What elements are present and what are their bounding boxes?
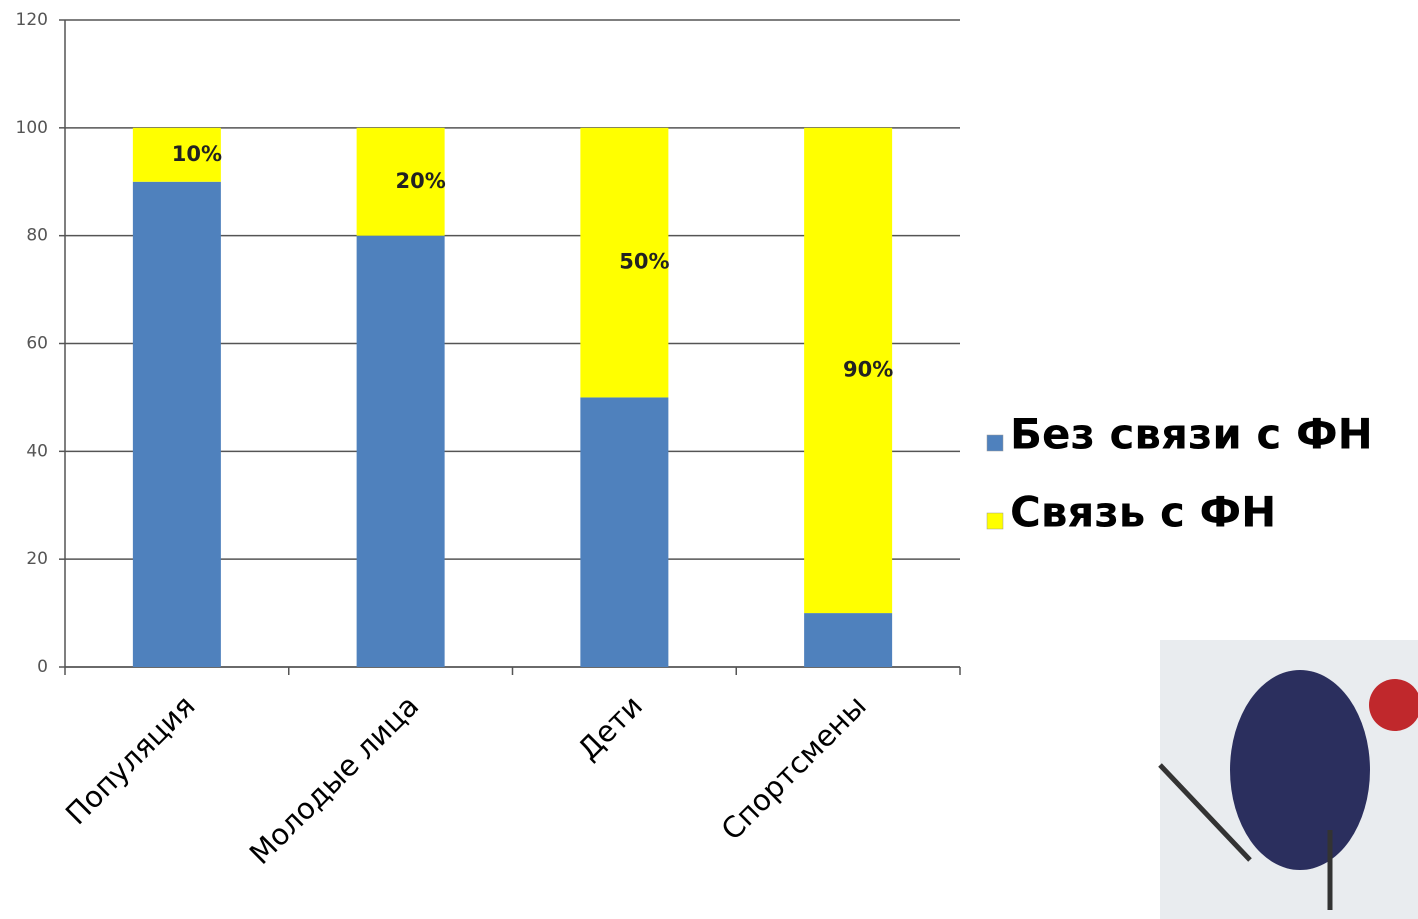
x-tick-label: Спортсмены <box>714 689 872 847</box>
bar-segment <box>356 127 445 236</box>
y-tick-label: 120 <box>16 10 48 30</box>
value-label: 20% <box>395 169 445 193</box>
value-label: 90% <box>843 357 893 381</box>
legend-label: Связь с ФН <box>1010 488 1276 537</box>
bar-segment <box>356 235 445 667</box>
x-tick-label: Популяция <box>59 689 202 832</box>
x-tick-label: Дети <box>571 689 649 767</box>
bar-segment <box>132 127 221 182</box>
y-tick-label: 60 <box>26 334 48 354</box>
y-tick-label: 80 <box>26 226 48 246</box>
photo <box>1158 640 1418 919</box>
bar-segment <box>804 613 893 667</box>
y-tick-label: 20 <box>26 549 48 569</box>
bar-segment <box>580 397 669 667</box>
legend-swatch <box>986 512 1004 530</box>
bar-segment <box>580 127 669 398</box>
y-tick-label: 40 <box>26 441 48 461</box>
value-label: 10% <box>172 142 222 166</box>
legend-label: Без связи с ФН <box>1010 410 1373 459</box>
value-label: 50% <box>619 250 669 274</box>
x-tick-label: Молодые лица <box>243 689 425 871</box>
legend-swatch <box>986 434 1004 452</box>
y-tick-label: 100 <box>16 118 48 138</box>
bar-segment <box>804 127 893 614</box>
y-tick-label: 0 <box>37 657 48 677</box>
bar-segment <box>132 181 221 667</box>
